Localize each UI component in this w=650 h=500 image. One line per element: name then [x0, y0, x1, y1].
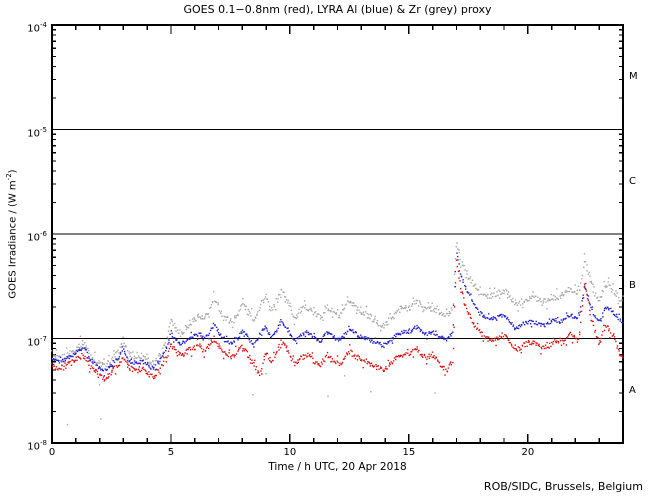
flare-class-label: C: [629, 175, 636, 187]
x-tick-label: 5: [167, 447, 175, 458]
x-tick-label: 20: [521, 447, 535, 458]
stray-dot: [66, 423, 69, 426]
stray-dot: [98, 384, 101, 386]
x-tick-label: 0: [48, 447, 56, 458]
x-tick-label: 15: [402, 447, 416, 458]
flare-class-label: M: [629, 71, 638, 83]
y-tick-label: 10-4: [27, 21, 47, 35]
y-tick-label: 10-8: [27, 439, 47, 453]
lyra-al-proxy-series-dots: [51, 252, 624, 377]
goes-0-1-0-8nm-series-dots: [51, 259, 624, 382]
y-tick-label: 10-5: [27, 125, 47, 139]
x-axis-label: Time / h UTC, 20 Apr 2018: [268, 461, 407, 473]
x-tick-label: 10: [283, 447, 297, 458]
stray-dot: [265, 373, 267, 375]
stray-dot: [100, 418, 102, 420]
stray-dot: [327, 395, 329, 397]
stray-dot: [252, 394, 254, 396]
stray-dot: [434, 392, 436, 394]
lyra-zr-proxy-series-dots: [50, 242, 624, 426]
stray-dot: [370, 391, 372, 393]
chart-title: GOES 0.1−0.8nm (red), LYRA Al (blue) & Z…: [183, 3, 492, 16]
flare-class-label: B: [629, 280, 636, 292]
credit-footer: ROB/SIDC, Brussels, Belgium: [483, 480, 643, 493]
y-tick-label: 10-7: [27, 334, 47, 348]
stray-dot: [343, 375, 346, 377]
flare-class-label: A: [629, 384, 636, 396]
y-tick-label: 10-6: [27, 230, 47, 244]
